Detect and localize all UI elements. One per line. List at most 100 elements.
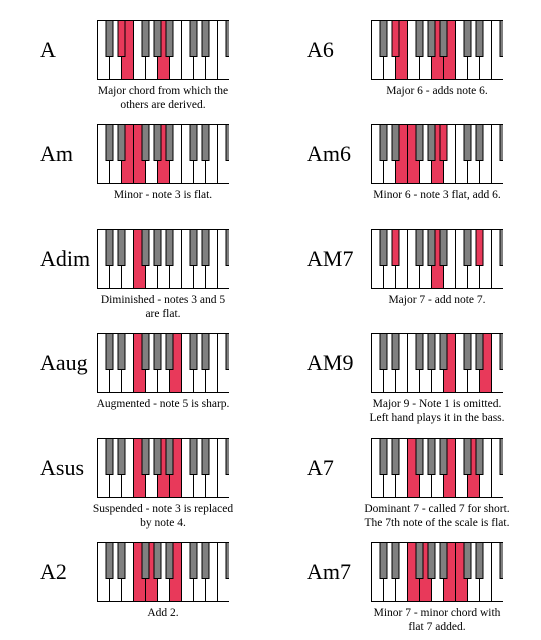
black-key bbox=[201, 438, 210, 475]
black-key bbox=[225, 124, 229, 161]
black-key bbox=[141, 229, 150, 266]
black-key bbox=[153, 229, 162, 266]
chord-description: Minor 6 - note 3 flat, add 6. bbox=[337, 188, 537, 202]
black-key bbox=[499, 229, 503, 266]
black-key bbox=[463, 20, 472, 57]
chord-name: AM7 bbox=[307, 246, 354, 271]
chord-name: Am bbox=[40, 141, 73, 166]
white-key bbox=[491, 20, 503, 80]
black-key bbox=[165, 20, 174, 57]
chord-description: Major chord from which the others are der… bbox=[63, 84, 263, 112]
black-key bbox=[499, 20, 503, 57]
black-key bbox=[379, 333, 388, 370]
black-key bbox=[439, 20, 448, 57]
black-key bbox=[105, 542, 114, 579]
black-key bbox=[165, 229, 174, 266]
black-key-highlighted bbox=[439, 124, 448, 161]
chord-description-line: Minor - note 3 is flat. bbox=[113, 189, 213, 201]
black-key bbox=[415, 20, 424, 57]
black-key bbox=[165, 124, 174, 161]
black-key bbox=[201, 333, 210, 370]
black-key bbox=[427, 20, 436, 57]
black-key bbox=[439, 333, 448, 370]
black-key bbox=[189, 20, 198, 57]
black-key bbox=[105, 124, 114, 161]
black-key bbox=[499, 438, 503, 475]
chord-name: A bbox=[40, 37, 56, 62]
chord-description-line: Minor 6 - note 3 flat, add 6. bbox=[373, 189, 501, 201]
black-key bbox=[463, 542, 472, 579]
white-key bbox=[491, 333, 503, 393]
black-key bbox=[201, 229, 210, 266]
black-key bbox=[415, 124, 424, 161]
chord-description: Minor 7 - minor chord with flat 7 added. bbox=[337, 606, 537, 634]
piano-keyboard bbox=[371, 20, 503, 80]
white-key bbox=[491, 438, 503, 498]
black-key bbox=[189, 542, 198, 579]
black-key bbox=[117, 229, 126, 266]
chord-name: Am6 bbox=[307, 141, 351, 166]
chord-name: A6 bbox=[307, 37, 334, 62]
piano-keyboard bbox=[371, 542, 503, 602]
chord-description: Minor - note 3 is flat. bbox=[63, 188, 263, 202]
black-key bbox=[153, 124, 162, 161]
chord-description-line: Dominant 7 - called 7 for short. bbox=[364, 503, 510, 515]
chord-description-line: others are derived. bbox=[120, 99, 206, 111]
chord-description-line: Left hand plays it in the bass. bbox=[369, 412, 505, 424]
chord-name: Asus bbox=[40, 455, 85, 480]
white-key bbox=[217, 542, 229, 602]
black-key-highlighted bbox=[475, 229, 484, 266]
piano-keyboard bbox=[371, 229, 503, 289]
black-key bbox=[379, 20, 388, 57]
black-key bbox=[117, 333, 126, 370]
black-key bbox=[141, 542, 150, 579]
black-key bbox=[189, 438, 198, 475]
black-key-highlighted bbox=[391, 20, 400, 57]
black-key bbox=[379, 542, 388, 579]
black-key bbox=[165, 542, 174, 579]
black-key bbox=[153, 20, 162, 57]
black-key bbox=[117, 542, 126, 579]
white-key bbox=[491, 229, 503, 289]
white-key bbox=[217, 124, 229, 184]
black-key bbox=[499, 333, 503, 370]
black-key bbox=[165, 438, 174, 475]
black-key bbox=[153, 438, 162, 475]
black-key bbox=[427, 229, 436, 266]
chord-description-line: Add 2. bbox=[147, 607, 179, 619]
white-key bbox=[217, 333, 229, 393]
chord-name: A2 bbox=[40, 559, 67, 584]
chord-description-line: Major 6 - adds note 6. bbox=[386, 85, 488, 97]
black-key bbox=[153, 333, 162, 370]
black-key bbox=[415, 438, 424, 475]
black-key bbox=[427, 124, 436, 161]
black-key bbox=[463, 229, 472, 266]
black-key bbox=[499, 124, 503, 161]
black-key bbox=[475, 124, 484, 161]
black-key bbox=[391, 542, 400, 579]
black-key bbox=[439, 438, 448, 475]
chord-description-line: Suspended - note 3 is replaced bbox=[92, 503, 234, 515]
chord-description-line: flat 7 added. bbox=[408, 621, 466, 633]
piano-keyboard bbox=[97, 333, 229, 393]
chord-description-line: Major 7 - add note 7. bbox=[388, 294, 486, 306]
black-key bbox=[475, 438, 484, 475]
black-key bbox=[391, 438, 400, 475]
black-key bbox=[475, 542, 484, 579]
white-key bbox=[491, 542, 503, 602]
black-key bbox=[415, 229, 424, 266]
chord-name: Aaug bbox=[40, 350, 88, 375]
black-key bbox=[463, 124, 472, 161]
chord-description: Add 2. bbox=[63, 606, 263, 620]
black-key bbox=[439, 542, 448, 579]
black-key bbox=[415, 333, 424, 370]
chord-description: Major 7 - add note 7. bbox=[337, 293, 537, 307]
black-key bbox=[391, 124, 400, 161]
white-key bbox=[217, 438, 229, 498]
black-key bbox=[225, 438, 229, 475]
chord-description-line: are flat. bbox=[145, 308, 181, 320]
black-key bbox=[499, 542, 503, 579]
black-key bbox=[141, 438, 150, 475]
black-key bbox=[225, 229, 229, 266]
black-key bbox=[141, 124, 150, 161]
